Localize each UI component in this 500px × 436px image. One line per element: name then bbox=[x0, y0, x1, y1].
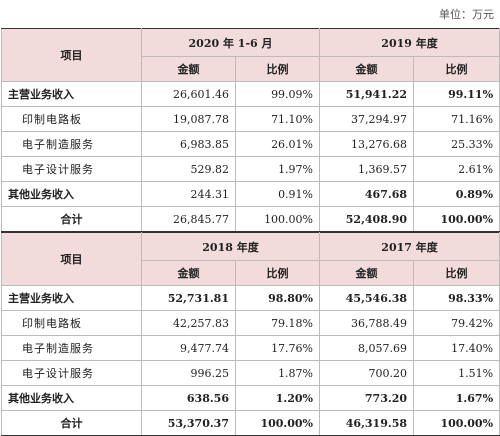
cell: 99.09% bbox=[234, 81, 321, 107]
row-label: 其他业务收入 bbox=[1, 385, 142, 411]
cell: 19,087.78 bbox=[141, 106, 236, 132]
cell: 0.91% bbox=[234, 181, 321, 207]
cell: 26,845.77 bbox=[141, 206, 236, 232]
row-label: 主营业务收入 bbox=[1, 285, 142, 311]
cell: 2.61% bbox=[413, 156, 500, 182]
cell: 25.33% bbox=[413, 131, 500, 157]
cell: 100.00% bbox=[234, 410, 321, 436]
data-row: 电子设计服务 996.25 1.87% 700.20 1.51% bbox=[1, 360, 500, 386]
cell: 1.51% bbox=[413, 360, 500, 386]
row-label: 合计 bbox=[1, 206, 142, 232]
unit-label: 单位：万元 bbox=[439, 8, 494, 21]
cell: 99.11% bbox=[413, 81, 500, 107]
header-cell: 2020 年 1-6 月 bbox=[140, 28, 321, 57]
header-cell: 2018 年度 bbox=[140, 232, 321, 261]
row-label: 电子制造服务 bbox=[1, 335, 142, 361]
cell: 17.40% bbox=[413, 335, 500, 361]
row-label: 电子设计服务 bbox=[1, 156, 142, 182]
cell: 71.10% bbox=[234, 106, 321, 132]
header-cell: 金额 bbox=[319, 260, 415, 286]
header-cell: 比例 bbox=[413, 260, 500, 286]
header-cell: 金额 bbox=[141, 260, 236, 286]
data-row: 印制电路板 42,257.83 79.18% 36,788.49 79.42% bbox=[1, 310, 500, 336]
row-label: 电子制造服务 bbox=[1, 131, 142, 157]
subheader-row: 金额 比例 金额 比例 bbox=[2, 56, 500, 82]
table: 项目 2020 年 1-6 月 2019 年度 金额 比例 金额 比例 主营业务收入 26,60… bbox=[1, 28, 500, 232]
data-row: 合计 53,370.37 100.00% 46,319.58 100.00% bbox=[1, 410, 500, 436]
header-cell: 项目 bbox=[1, 232, 142, 286]
header-cell: 项目 bbox=[1, 28, 142, 82]
row-label: 印制电路板 bbox=[1, 106, 142, 132]
cell: 529.82 bbox=[141, 156, 236, 182]
data-row: 印制电路板 19,087.78 71.10% 37,294.97 71.16% bbox=[1, 106, 500, 132]
cell: 52,731.81 bbox=[141, 285, 236, 311]
cell: 13,276.68 bbox=[319, 131, 415, 157]
data-row: 其他业务收入 244.31 0.91% 467.68 0.89% bbox=[1, 181, 500, 207]
data-row: 合计 26,845.77 100.00% 52,408.90 100.00% bbox=[1, 206, 500, 232]
cell: 100.00% bbox=[234, 206, 321, 232]
cell: 36,788.49 bbox=[319, 310, 415, 336]
header-cell: 比例 bbox=[234, 56, 321, 82]
cell: 42,257.83 bbox=[141, 310, 236, 336]
header-cell: 比例 bbox=[413, 56, 500, 82]
header-cell: 金额 bbox=[319, 56, 415, 82]
cell: 46,319.58 bbox=[319, 410, 415, 436]
row-label: 合计 bbox=[1, 410, 142, 436]
cell: 53,370.37 bbox=[141, 410, 236, 436]
header-row: 项目 2018 年度 2017 年度 bbox=[1, 232, 500, 286]
cell: 6,983.85 bbox=[141, 131, 236, 157]
subheader-row: 金额 比例 金额 比例 bbox=[2, 260, 500, 286]
row-label: 其他业务收入 bbox=[1, 181, 142, 207]
data-row: 电子设计服务 529.82 1.97% 1,369.57 2.61% bbox=[1, 156, 500, 182]
cell: 37,294.97 bbox=[319, 106, 415, 132]
header-cell: 金额 bbox=[141, 56, 236, 82]
tables: 项目 2020 年 1-6 月 2019 年度 金额 比例 金额 比例 主营业务收入 26,60… bbox=[0, 28, 500, 436]
header-cell: 2019 年度 bbox=[319, 28, 500, 57]
header-cell: 比例 bbox=[234, 260, 321, 286]
table: 项目 2018 年度 2017 年度 金额 比例 金额 比例 主营业务收入 52,731.81 9… bbox=[1, 232, 500, 436]
cell: 100.00% bbox=[413, 410, 500, 436]
data-row: 主营业务收入 26,601.46 99.09% 51,941.22 99.11% bbox=[1, 81, 500, 107]
row-label: 印制电路板 bbox=[1, 310, 142, 336]
header-row: 项目 2020 年 1-6 月 2019 年度 bbox=[1, 28, 500, 82]
cell: 17.76% bbox=[234, 335, 321, 361]
cell: 26,601.46 bbox=[141, 81, 236, 107]
cell: 1.20% bbox=[234, 385, 321, 411]
cell: 100.00% bbox=[413, 206, 500, 232]
cell: 1.97% bbox=[234, 156, 321, 182]
cell: 9,477.74 bbox=[141, 335, 236, 361]
cell: 71.16% bbox=[413, 106, 500, 132]
data-row: 电子制造服务 9,477.74 17.76% 8,057.69 17.40% bbox=[1, 335, 500, 361]
cell: 638.56 bbox=[141, 385, 236, 411]
cell: 98.33% bbox=[413, 285, 500, 311]
cell: 244.31 bbox=[141, 181, 236, 207]
cell: 773.20 bbox=[319, 385, 415, 411]
cell: 700.20 bbox=[319, 360, 415, 386]
cell: 996.25 bbox=[141, 360, 236, 386]
data-row: 电子制造服务 6,983.85 26.01% 13,276.68 25.33% bbox=[1, 131, 500, 157]
cell: 45,546.38 bbox=[319, 285, 415, 311]
cell: 79.42% bbox=[413, 310, 500, 336]
cell: 1.67% bbox=[413, 385, 500, 411]
cell: 79.18% bbox=[234, 310, 321, 336]
data-row: 主营业务收入 52,731.81 98.80% 45,546.38 98.33% bbox=[1, 285, 500, 311]
cell: 1.87% bbox=[234, 360, 321, 386]
cell: 98.80% bbox=[234, 285, 321, 311]
cell: 0.89% bbox=[413, 181, 500, 207]
cell: 8,057.69 bbox=[319, 335, 415, 361]
data-row: 其他业务收入 638.56 1.20% 773.20 1.67% bbox=[1, 385, 500, 411]
cell: 26.01% bbox=[234, 131, 321, 157]
cell: 52,408.90 bbox=[319, 206, 415, 232]
cell: 467.68 bbox=[319, 181, 415, 207]
row-label: 主营业务收入 bbox=[1, 81, 142, 107]
cell: 51,941.22 bbox=[319, 81, 415, 107]
row-label: 电子设计服务 bbox=[1, 360, 142, 386]
header-cell: 2017 年度 bbox=[319, 232, 500, 261]
cell: 1,369.57 bbox=[319, 156, 415, 182]
